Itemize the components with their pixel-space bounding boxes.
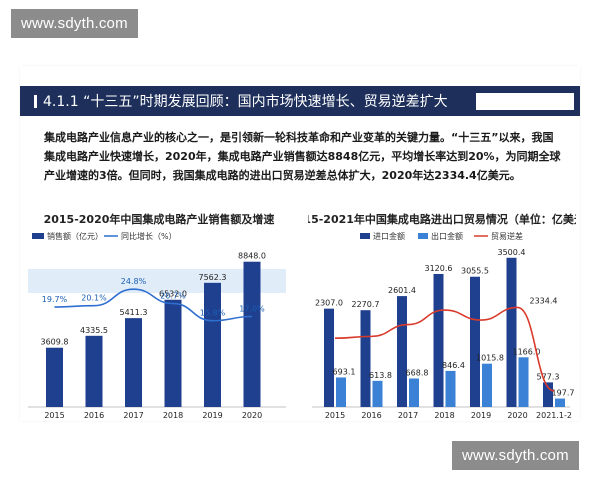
sales-value-2020: 8848.0 [238,252,266,261]
trade-x-tick-2018: 2018 [434,411,454,420]
export-value-2020: 1166.0 [513,347,541,356]
sales-value-2017: 5411.3 [120,308,148,317]
sales-bar-2020 [243,261,261,407]
section-title: 4.1.1 “十三五”时期发展回顾：国内市场快速增长、贸易逆差扩大 [43,94,448,110]
sales-bar-2016 [85,335,103,407]
trade-x-tick-2017: 2017 [398,411,418,420]
legend-label-deficit: 贸易逆差 [491,231,523,241]
x-tick-2018: 2018 [163,411,183,420]
sales-chart-title: 2015-2020年中国集成电路产业销售额及增速 [44,212,275,226]
trade-chart-title: 2015-2021年中国集成电路进出口贸易情况（单位：亿美元） [308,212,576,226]
trade-x-tick-2020: 2020 [507,411,527,420]
section-header: 4.1.1 “十三五”时期发展回顾：国内市场快速增长、贸易逆差扩大 [20,86,580,116]
x-tick-2015: 2015 [44,411,64,420]
export-bar-2016 [372,380,383,407]
export-bar-2018 [445,370,456,407]
import-value-2021.1-2: 577.3 [537,372,560,381]
import-bar-2021.1-2 [543,382,553,407]
legend-swatch-exports [418,233,428,239]
legend-label-sales: 销售额（亿元） [47,231,103,241]
trade-x-tick-2015: 2015 [325,411,345,420]
export-value-2021.1-2: 197.7 [552,389,575,398]
import-bar-2015 [324,308,334,407]
x-tick-2019: 2019 [202,411,222,420]
import-bar-2016 [360,310,371,407]
growth-value-2015: 19.7% [42,295,68,304]
import-value-2016: 2270.7 [352,300,380,309]
import-bar-2018 [433,273,444,407]
sales-chart: 2015-2020年中国集成电路产业销售额及增速 销售额（亿元） 同比增长（%） 3… [28,212,286,420]
export-value-2018: 846.4 [442,361,465,370]
growth-value-2019: 15.8% [200,309,226,318]
deficit-value-2020: 2334.4 [530,296,558,305]
sales-bar-2018 [164,299,182,407]
trade-x-tick-2021.1-2: 2021.1-2 [536,411,572,420]
trade-chart: 2015-2021年中国集成电路进出口贸易情况（单位：亿美元） 进口金额 出口金额… [308,212,576,420]
x-tick-2017: 2017 [123,411,143,420]
import-bar-2017 [397,296,407,407]
export-bar-2015 [336,377,346,407]
legend-label-growth: 同比增长（%） [121,231,177,241]
sales-value-2018: 6532.0 [159,290,187,299]
sales-bar-2015 [46,347,63,407]
import-value-2015: 2307.0 [315,299,343,308]
x-tick-2016: 2016 [84,411,104,420]
x-tick-2020: 2020 [242,411,262,420]
export-bar-2020 [518,357,529,407]
header-redaction-box [476,93,574,110]
intro-paragraph: 集成电路产业信息产业的核心之一，是引领新一轮科技革命和产业变革的关键力量。“十三… [44,131,561,182]
trade-x-tick-2019: 2019 [471,411,491,420]
growth-value-2016: 20.1% [81,294,107,303]
import-value-2017: 2601.4 [388,286,416,295]
export-value-2015: 693.1 [333,367,356,376]
trade-x-tick-2016: 2016 [361,411,381,420]
legend-label-exports: 出口金额 [431,231,463,241]
report-slide: 4.1.1 “十三五”时期发展回顾：国内市场快速增长、贸易逆差扩大 集成电路产业… [20,66,580,421]
import-bar-2019 [470,276,480,407]
growth-value-2020: 17.0% [239,305,265,314]
export-value-2019: 1015.8 [476,354,504,363]
legend-swatch-imports [360,233,370,239]
growth-band [28,269,286,293]
export-value-2016: 613.8 [369,371,392,380]
import-value-2020: 3500.4 [498,248,526,257]
growth-value-2018: 20.7% [160,292,186,301]
sales-bar-2019 [204,282,221,407]
export-bar-2019 [482,363,492,407]
import-bar-2020 [506,257,517,407]
legend-swatch-sales [32,233,44,239]
growth-line [54,288,253,322]
import-value-2019: 3055.5 [461,267,489,276]
legend-label-imports: 进口金额 [373,231,405,241]
export-bar-2017 [409,378,419,407]
watermark-bottom: www.sdyth.com [452,441,579,470]
sales-value-2019: 7562.3 [199,273,227,282]
sales-value-2015: 3609.8 [41,338,69,347]
export-bar-2021.1-2 [555,398,565,407]
header-accent-bar [34,95,37,108]
export-value-2017: 668.8 [406,368,429,377]
watermark-top: www.sdyth.com [11,9,138,38]
sales-bar-2017 [125,318,142,407]
growth-value-2017: 24.8% [121,277,147,286]
sales-value-2016: 4335.5 [80,326,108,335]
deficit-line [334,306,555,392]
import-value-2018: 3120.6 [425,264,453,273]
